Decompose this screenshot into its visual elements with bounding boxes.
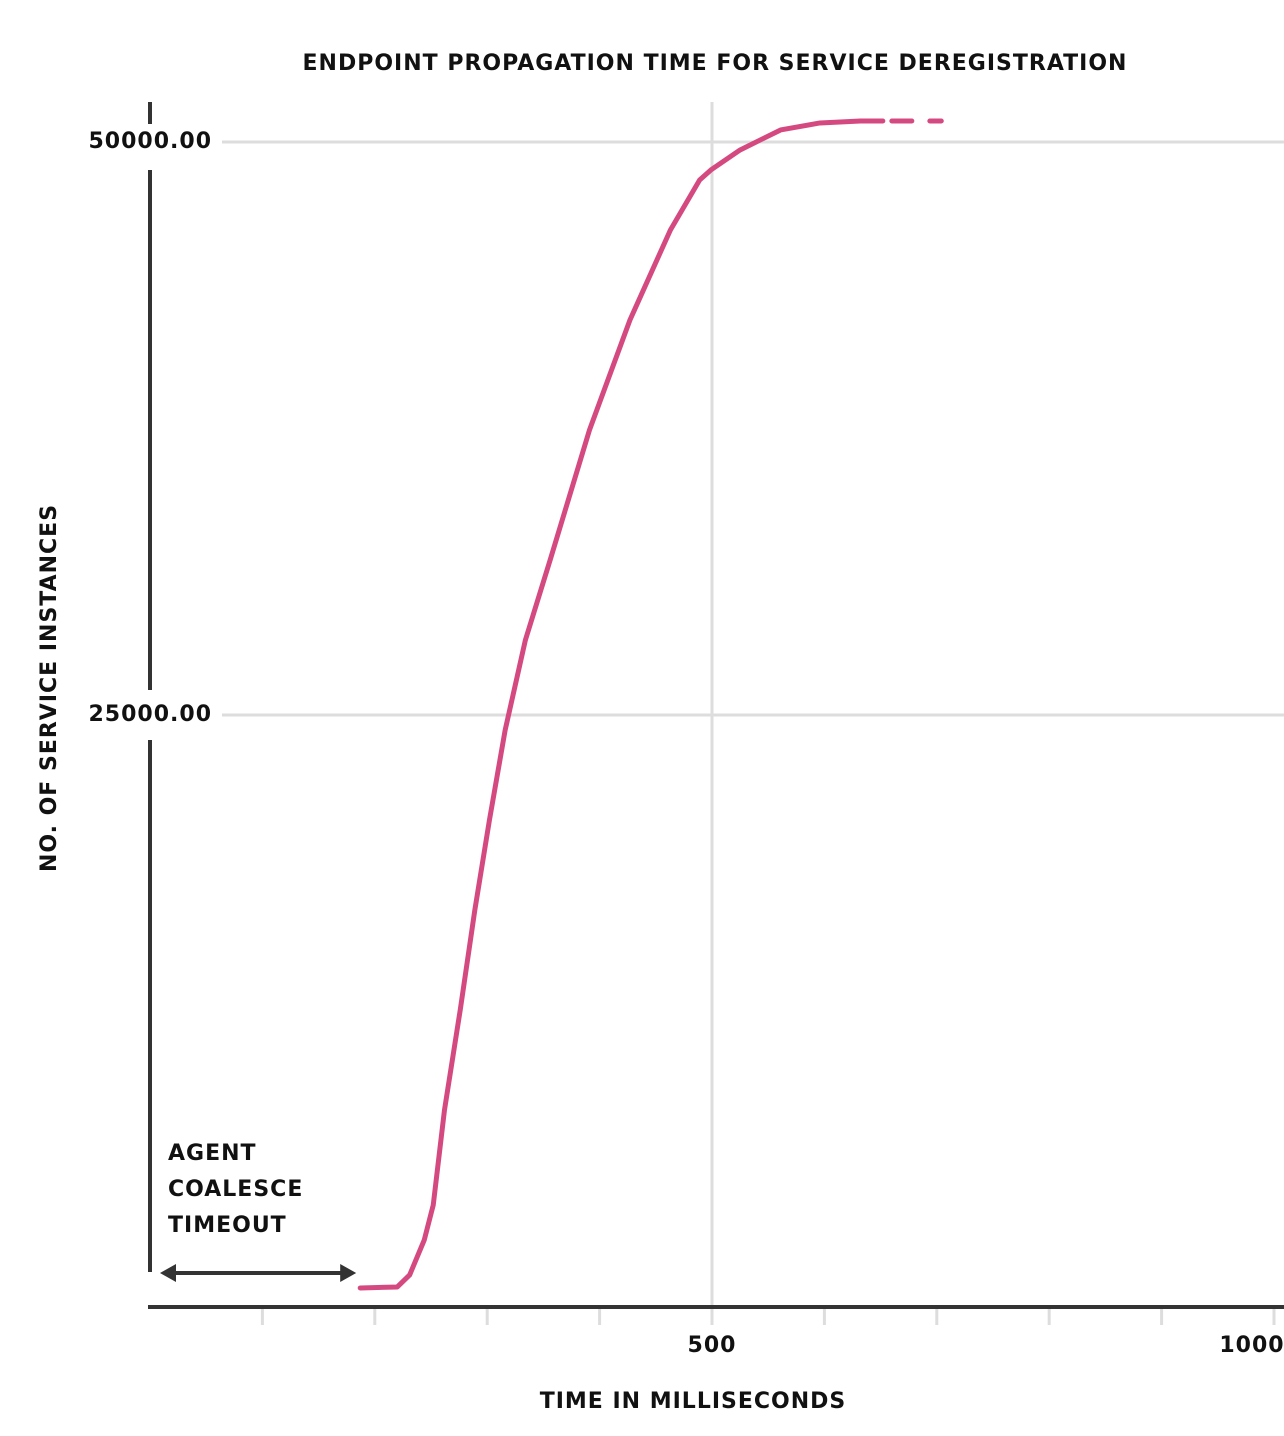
x-axis-label: TIME IN MILLISECONDS	[540, 1389, 847, 1414]
data-line	[357, 118, 886, 1291]
y-axis-label: NO. OF SERVICE INSTANCES	[37, 504, 62, 872]
annotation-text: COALESCE	[168, 1177, 303, 1202]
x-tick-label: 500	[688, 1333, 737, 1358]
y-tick-label: 25000.00	[88, 702, 212, 727]
arrow-head	[340, 1264, 357, 1282]
annotation-text: TIMEOUT	[168, 1213, 287, 1238]
annotation-text: AGENT	[168, 1141, 257, 1166]
chart-title: ENDPOINT PROPAGATION TIME FOR SERVICE DE…	[303, 51, 1128, 76]
y-tick-label: 50000.00	[88, 129, 212, 154]
x-tick-label: 1000	[1219, 1333, 1284, 1358]
arrow-head	[160, 1264, 176, 1282]
